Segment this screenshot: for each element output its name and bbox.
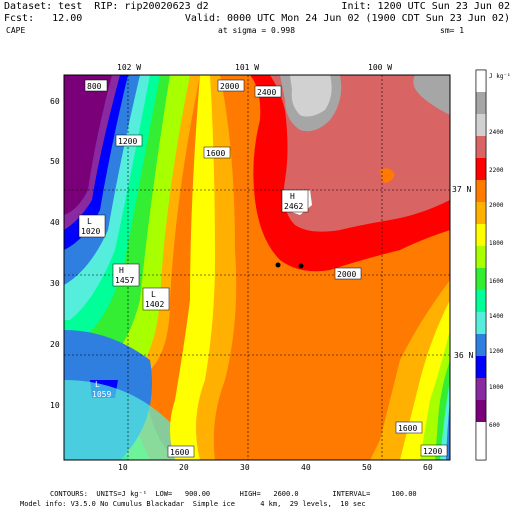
lat-label: 36 N (454, 351, 474, 360)
contour-label: 1200 (118, 137, 137, 146)
lon-label: 102 W (117, 63, 142, 72)
station-dot (298, 263, 304, 269)
init-time-label: Init: 1200 UTC Sun 23 Jun 02 (341, 1, 510, 12)
contour-label: 1600 (170, 448, 189, 457)
lat-label: 37 N (452, 185, 472, 194)
legend-level: 1600 (489, 278, 504, 285)
y-tick-label: 40 (50, 218, 60, 227)
contour-label: 1600 (206, 149, 225, 158)
legend-level: 2400 (489, 129, 504, 136)
station-dot (275, 262, 281, 268)
contour-label: 2000 (337, 270, 356, 279)
dataset-label: Dataset: test RIP: rip20020623 d2 (4, 1, 209, 12)
x-tick-label: 20 (179, 463, 189, 472)
y-tick-label: 30 (50, 279, 60, 288)
y-tick-label: 60 (50, 97, 60, 106)
x-tick-label: 40 (301, 463, 311, 472)
contour-labels: 800 1200 2000 2400 1600 2000 1600 1600 1… (84, 79, 448, 458)
station-dots (275, 262, 304, 269)
color-legend: J kg⁻¹ 2400 2200 2000 1800 1600 1400 120… (475, 69, 511, 461)
high-marker-value: 2462 (284, 202, 303, 211)
x-tick-label: 30 (240, 463, 250, 472)
contour-label: 2400 (257, 88, 276, 97)
x-tick-label: 60 (423, 463, 433, 472)
high-marker-letter: H (290, 192, 295, 201)
extrema-markers: H 2462 L 1020 H 1457 L 1402 L 1059 (78, 189, 309, 399)
legend-level: 2000 (489, 202, 504, 209)
legend-units: J kg⁻¹ (489, 73, 511, 80)
low-marker-value: 1402 (145, 300, 164, 309)
forecast-hour-label: Fcst: 12.00 (4, 13, 83, 24)
legend-level: 1200 (489, 348, 504, 355)
sigma-level-label: at sigma = 0.998 (218, 26, 296, 35)
y-tick-label: 20 (50, 340, 60, 349)
low-marker-letter: L (87, 217, 92, 226)
lon-label: 101 W (235, 63, 260, 72)
field-name-label: CAPE (6, 26, 26, 35)
low-marker-value: 1059 (92, 390, 111, 399)
model-info: Model info: V3.5.0 No Cumulus Blackadar … (20, 500, 366, 508)
legend-level: 1000 (489, 384, 504, 391)
high-marker-value: 1457 (115, 276, 134, 285)
legend-level: 1400 (489, 313, 504, 320)
low-marker-letter: L (151, 290, 156, 299)
y-tick-label: 50 (50, 157, 60, 166)
low-marker-value: 1020 (81, 227, 100, 236)
plot-frame (63, 74, 451, 461)
lon-label: 100 W (368, 63, 393, 72)
legend-level: 600 (489, 422, 500, 429)
contour-label: 1600 (398, 424, 417, 433)
contour-label: 800 (87, 82, 102, 91)
legend-level: 2200 (489, 167, 504, 174)
low-marker-letter: L (95, 380, 100, 389)
valid-time-label: Valid: 0000 UTC Mon 24 Jun 02 (1900 CDT … (184, 13, 510, 24)
legend-level: 1800 (489, 240, 504, 247)
x-tick-label: 50 (362, 463, 372, 472)
contours-info: CONTOURS: UNITS=J kg⁻¹ LOW= 900.00 HIGH=… (50, 490, 417, 498)
x-tick-label: 10 (118, 463, 128, 472)
y-tick-label: 10 (50, 401, 60, 410)
contour-label: 1200 (423, 447, 442, 456)
smoothing-label: sm= 1 (440, 26, 465, 35)
contour-label: 2000 (220, 82, 239, 91)
high-marker-letter: H (119, 266, 124, 275)
